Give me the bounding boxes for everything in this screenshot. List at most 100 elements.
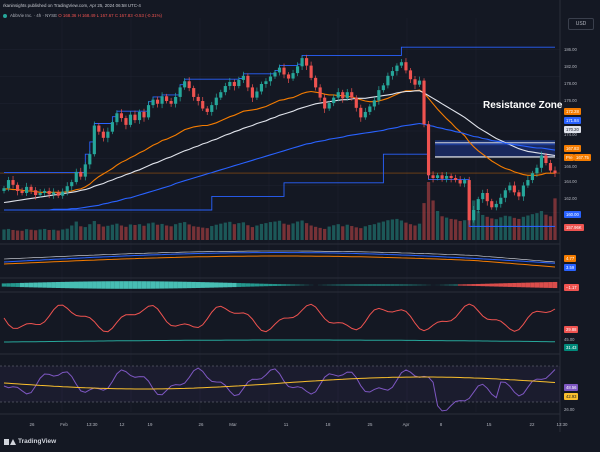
histogram-bar (55, 282, 61, 288)
price-label-r3: 170.20 (564, 126, 581, 133)
ma-oscillator-line-1 (3, 255, 556, 268)
candle-body (463, 180, 467, 184)
histogram-bar (254, 283, 260, 287)
histogram-bar (150, 281, 156, 289)
volume-bar (336, 224, 340, 240)
volume-bar (291, 223, 295, 240)
histogram-bar (417, 284, 422, 286)
histogram-bar (223, 282, 228, 288)
candle-body (494, 203, 498, 208)
volume-bar (435, 211, 440, 240)
candle-body (553, 170, 557, 174)
time-tick-label: 26 (30, 422, 35, 427)
time-tick-label: 12 (120, 422, 125, 427)
volume-bar (192, 226, 196, 240)
volume-bar (255, 225, 259, 240)
volume-bar (286, 224, 291, 240)
volume-bar (169, 226, 173, 240)
histogram-bar (448, 284, 454, 286)
candle-body (250, 87, 254, 98)
tradingview-logo[interactable]: TradingView (4, 438, 56, 445)
rsi-label-a: 48.56 (564, 384, 579, 391)
candle-body (291, 73, 295, 79)
volume-bar (512, 217, 516, 240)
histogram-bar (534, 282, 540, 288)
histogram-bar (259, 283, 264, 287)
volume-bar (187, 224, 191, 240)
volume-bar (210, 226, 214, 240)
pre-market-price: 167.75 (574, 154, 591, 161)
histogram-bar (521, 282, 526, 288)
histogram-bar (277, 284, 282, 286)
histogram-bar (376, 284, 382, 286)
histogram-bar (164, 281, 169, 289)
symbol-legend[interactable]: AbbVie Inc. · 4h · NYSE O 168.36 H 168.4… (3, 13, 162, 18)
ma-label-2: 3.59 (564, 264, 577, 271)
volume-bar (246, 225, 250, 240)
volume-bar (173, 224, 178, 240)
candle-body (52, 192, 56, 195)
candle-body (503, 190, 507, 198)
candle-body (92, 125, 96, 155)
candle-body (169, 101, 173, 104)
volume-bar (300, 220, 304, 240)
ohlc-open: O 168.36 (58, 13, 77, 18)
volume-bar (20, 230, 24, 240)
volume-bar (408, 224, 413, 240)
series-line-3 (3, 90, 556, 204)
volume-bar (52, 229, 56, 240)
volume-bar (295, 221, 300, 240)
histogram-bar (335, 284, 341, 286)
price-tick-162: 162.00 (564, 196, 577, 201)
candle-body (431, 175, 435, 179)
candle-body (115, 113, 119, 123)
candle-body (539, 155, 544, 168)
histogram-bar (186, 281, 192, 289)
candle-body (408, 70, 413, 80)
volume-bar (178, 222, 182, 240)
volume-bar (417, 223, 422, 240)
volume-bar (553, 198, 557, 240)
candles (2, 54, 557, 225)
trend-label: 31.43 (564, 344, 579, 351)
ma-label-1: 4.77 (564, 255, 577, 262)
volume-bar (11, 229, 15, 240)
series-line-4 (4, 122, 556, 211)
candle-body (327, 103, 331, 109)
histogram-bar (548, 282, 553, 288)
candle-body (508, 185, 512, 191)
candle-body (106, 131, 110, 138)
volume-bar (241, 222, 245, 240)
tradingview-logo-text: TradingView (18, 438, 57, 445)
volume-bar (350, 226, 354, 240)
volume-bar (151, 222, 155, 240)
ohlc-low: L 167.67 (96, 13, 114, 18)
volume-bar (228, 221, 232, 240)
publish-info: rkaninsights published on TradingView.co… (3, 3, 141, 8)
histogram-bar (146, 281, 151, 289)
volume-bar (223, 222, 227, 240)
volume-bar (508, 216, 512, 240)
volume-bar (539, 211, 544, 240)
volume-bar (273, 221, 277, 240)
histogram-bar (159, 281, 165, 289)
volume-bar (47, 229, 51, 240)
histogram-bar (507, 283, 513, 287)
volume-bar (304, 223, 309, 240)
candle-body (56, 192, 60, 196)
histogram-bar (69, 281, 75, 289)
candle-body (277, 67, 282, 73)
candle-body (426, 124, 431, 176)
overlay-lines (3, 46, 556, 227)
currency-button[interactable]: USD (568, 18, 594, 30)
volume-bar (160, 223, 164, 240)
candle-body (34, 190, 38, 196)
histogram-bar (92, 281, 97, 289)
histogram-bar (484, 283, 490, 287)
histogram-bar (155, 281, 160, 289)
histogram-bar (1, 283, 7, 287)
price-tick-174: 174.00 (564, 132, 577, 137)
histogram-bar (412, 284, 418, 286)
candle-body (300, 58, 304, 67)
